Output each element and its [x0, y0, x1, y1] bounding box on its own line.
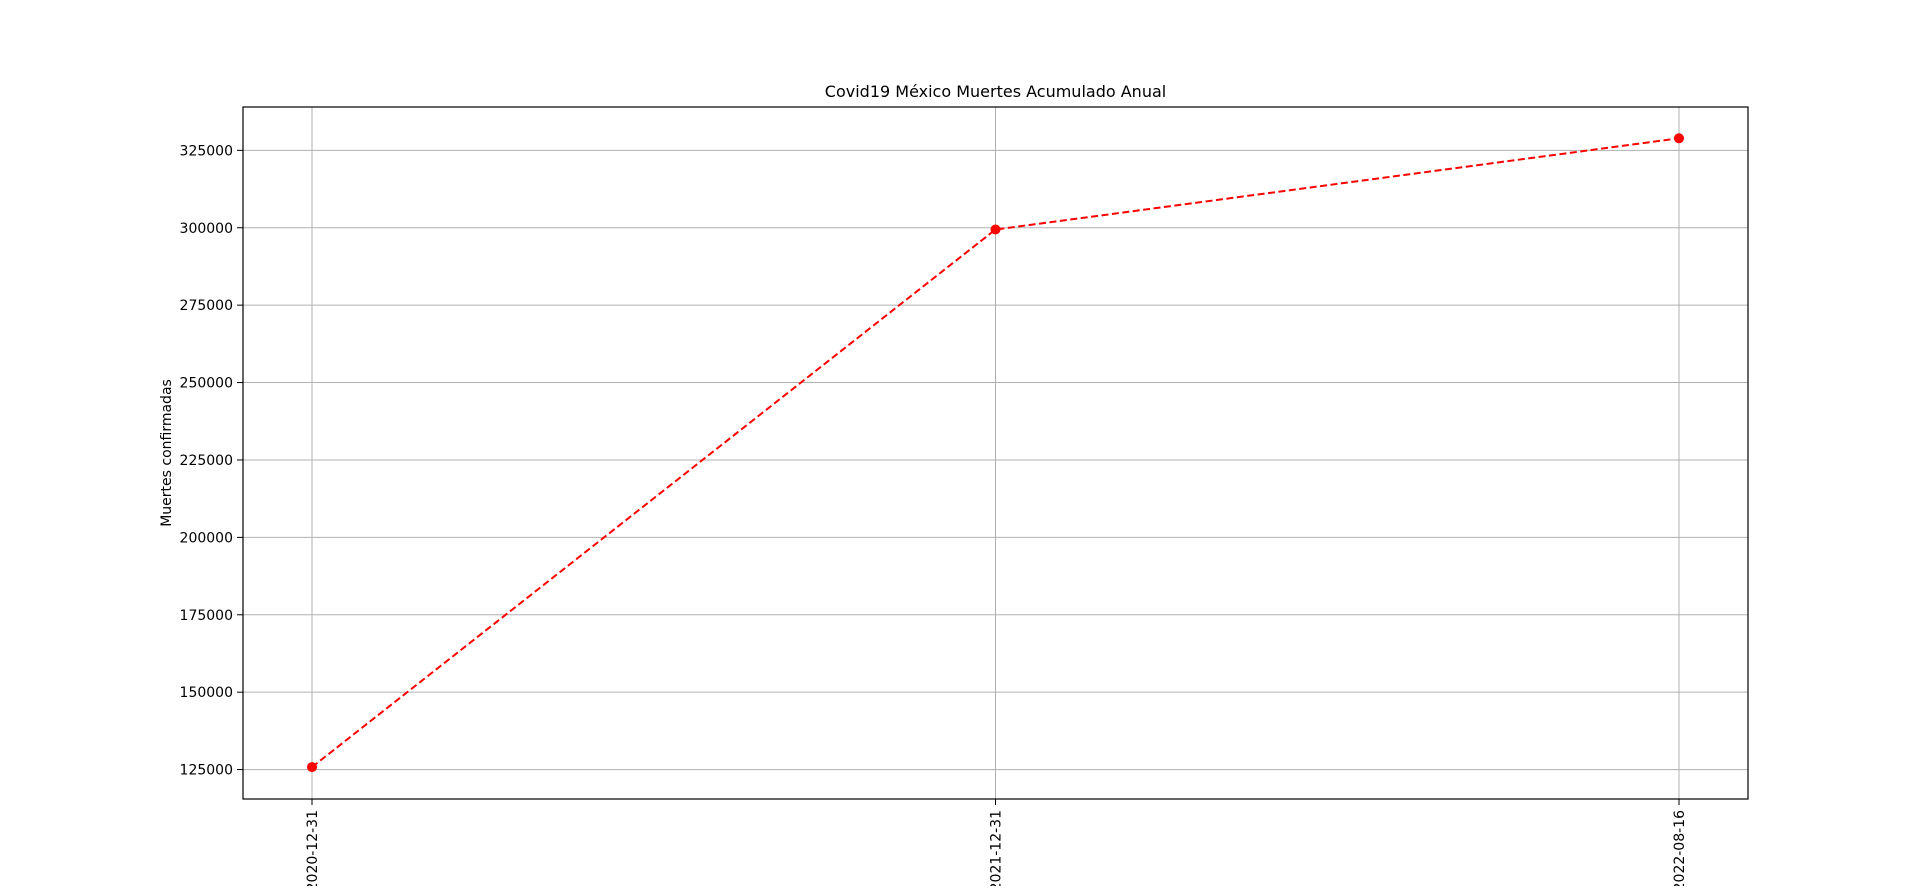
- x-tick-label: 2020-12-31: [305, 810, 321, 886]
- y-axis-label: Muertes confirmadas: [159, 379, 175, 527]
- y-tick-label: 325000: [180, 143, 233, 159]
- y-tick-label: 125000: [180, 763, 233, 779]
- y-tick-label: 150000: [180, 685, 233, 701]
- y-tick-label: 200000: [180, 530, 233, 546]
- y-axis-ticks: 125000 150000 175000 200000 225000 250000 2750…: [180, 143, 243, 779]
- y-tick-label: 275000: [180, 298, 233, 314]
- series-layer: [307, 133, 1684, 773]
- y-tick-label: 250000: [180, 376, 233, 392]
- chart-title: Covid19 México Muertes Acumulado Anual: [825, 82, 1166, 101]
- series-line: [311, 137, 1680, 768]
- x-tick-label: 2021-12-31: [989, 810, 1005, 886]
- y-tick-label: 175000: [180, 608, 233, 624]
- x-tick-label: 2022-08-16: [1672, 810, 1688, 886]
- data-point: [307, 762, 317, 773]
- y-tick-label: 225000: [180, 453, 233, 469]
- plot-frame: [242, 106, 1749, 800]
- data-point: [990, 224, 1001, 235]
- grid-lines: [243, 107, 1748, 799]
- data-point: [1674, 133, 1684, 144]
- x-axis-ticks: 2020-12-31 2021-12-31 2022-08-16: [305, 799, 1688, 890]
- y-tick-label: 300000: [180, 221, 233, 237]
